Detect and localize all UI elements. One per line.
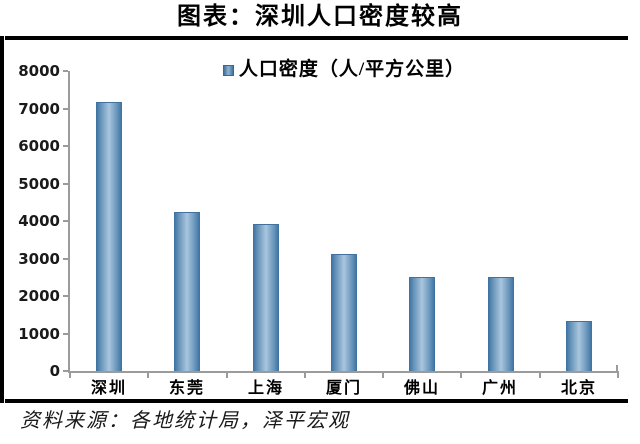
y-tick (63, 70, 68, 72)
x-category-label: 深圳 (90, 380, 127, 397)
y-tick (63, 107, 68, 110)
legend: 人口密度（人/平方公里） (70, 59, 618, 81)
top-rule (5, 36, 628, 40)
source-note: 资料来源：各地统计局，泽平宏观 (20, 410, 350, 432)
left-rule (0, 36, 4, 403)
y-tick-label: 1000 (18, 324, 60, 343)
y-tick-label: 8000 (18, 62, 60, 80)
y-tick-label: 5000 (18, 174, 60, 193)
x-category-label: 北京 (560, 380, 597, 397)
bar (409, 277, 435, 371)
x-tick (460, 371, 463, 378)
y-tick-label: 2000 (18, 287, 60, 305)
y-tick (63, 220, 68, 222)
y-tick-label: 3000 (18, 249, 60, 268)
x-axis-end-tick (616, 365, 618, 371)
bar (96, 102, 122, 371)
x-tick (69, 371, 71, 378)
bottom-rule (5, 399, 628, 403)
y-tick (63, 370, 68, 372)
y-tick (63, 145, 68, 147)
x-category-label: 佛山 (403, 380, 440, 397)
x-tick (617, 371, 619, 378)
y-tick-label: 0 (49, 362, 60, 380)
y-tick (63, 182, 68, 185)
bar (174, 212, 200, 371)
chart-title: 图表：深圳人口密度较高 (177, 4, 463, 30)
x-tick (382, 371, 385, 378)
x-tick (225, 371, 228, 378)
x-category-label: 上海 (247, 380, 284, 397)
bar (488, 277, 514, 371)
x-tick (147, 371, 150, 378)
x-tick (303, 371, 306, 378)
bar (566, 321, 592, 371)
y-tick (63, 332, 68, 335)
y-tick (63, 295, 68, 297)
x-tick (538, 371, 541, 378)
y-tick-label: 6000 (18, 137, 60, 155)
x-axis-line (68, 371, 618, 373)
bar (253, 224, 279, 371)
y-tick-label: 7000 (18, 99, 60, 118)
bar (331, 254, 357, 371)
x-category-label: 东莞 (168, 380, 205, 397)
y-tick (63, 257, 68, 260)
legend-swatch-icon (222, 65, 234, 76)
x-category-label: 厦门 (325, 380, 362, 397)
legend-label: 人口密度（人/平方公里） (238, 59, 466, 80)
y-axis-line (68, 71, 70, 373)
y-tick-label: 4000 (18, 212, 60, 230)
x-category-label: 广州 (481, 380, 518, 397)
